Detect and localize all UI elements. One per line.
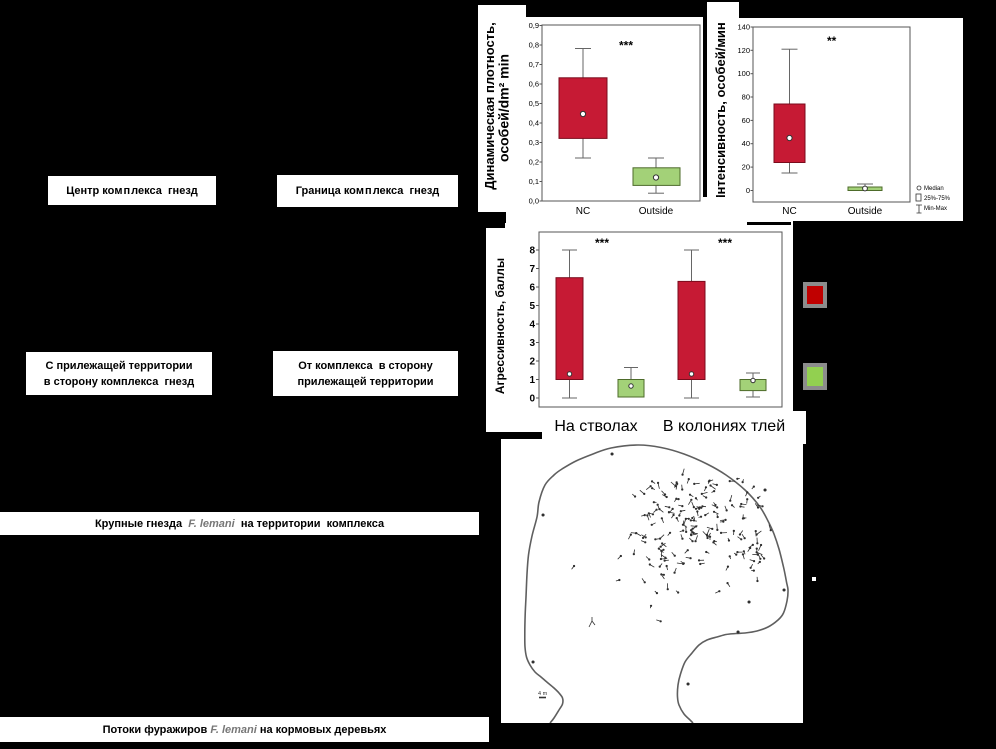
svg-text:0,7: 0,7: [529, 60, 539, 69]
svg-text:На стволах: На стволах: [554, 418, 637, 432]
svg-text:100: 100: [737, 69, 750, 78]
svg-text:Outside: Outside: [848, 206, 883, 217]
svg-text:Min-Max: Min-Max: [924, 206, 947, 212]
svg-text:4 m: 4 m: [538, 691, 548, 697]
svg-text:Динамическая плотность,: Динамическая плотность,: [482, 22, 497, 189]
svg-text:0,1: 0,1: [529, 177, 539, 186]
svg-text:0,5: 0,5: [529, 99, 539, 108]
svg-text:Агрессивность, баллы: Агрессивность, баллы: [493, 258, 507, 394]
svg-text:0,3: 0,3: [529, 138, 539, 147]
svg-text:120: 120: [737, 46, 750, 55]
svg-text:Интенсивность, особей/мин: Интенсивность, особей/мин: [713, 22, 728, 204]
svg-text:0,9: 0,9: [529, 21, 539, 30]
svg-text:7: 7: [529, 264, 535, 275]
svg-text:0: 0: [529, 394, 535, 405]
svg-text:1: 1: [529, 375, 535, 386]
svg-text:3: 3: [529, 338, 535, 349]
svg-text:140: 140: [737, 23, 750, 32]
svg-text:***: ***: [619, 39, 633, 53]
svg-text:особей/dm² min: особей/dm² min: [496, 54, 512, 162]
svg-text:0,4: 0,4: [529, 119, 539, 128]
svg-text:NC: NC: [782, 206, 796, 217]
svg-text:60: 60: [742, 116, 750, 125]
svg-text:**: **: [827, 34, 837, 48]
svg-text:40: 40: [742, 139, 750, 148]
svg-text:6: 6: [529, 283, 535, 294]
svg-text:4: 4: [529, 320, 535, 331]
svg-text:8: 8: [529, 246, 535, 257]
svg-text:0,0: 0,0: [529, 197, 539, 206]
svg-text:***: ***: [718, 236, 732, 250]
svg-text:0,6: 0,6: [529, 80, 539, 89]
svg-text:***: ***: [595, 236, 609, 250]
svg-text:Median: Median: [924, 186, 944, 192]
svg-text:0: 0: [746, 186, 750, 195]
svg-text:2: 2: [529, 357, 535, 368]
svg-text:5: 5: [529, 301, 535, 312]
svg-text:80: 80: [742, 93, 750, 102]
svg-text:25%-75%: 25%-75%: [924, 196, 951, 202]
svg-text:В колониях тлей: В колониях тлей: [663, 418, 785, 432]
svg-text:0,2: 0,2: [529, 158, 539, 167]
svg-text:0,8: 0,8: [529, 41, 539, 50]
svg-text:Outside: Outside: [639, 206, 674, 217]
svg-text:20: 20: [742, 163, 750, 172]
svg-text:NC: NC: [576, 206, 590, 217]
